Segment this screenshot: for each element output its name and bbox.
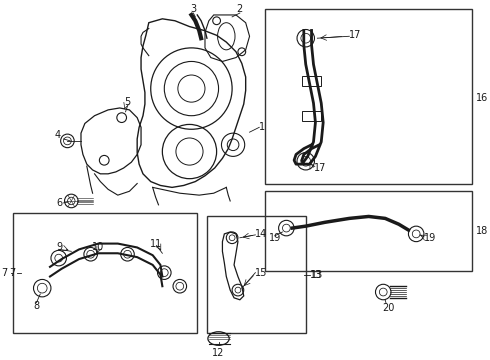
Text: 11: 11 bbox=[150, 239, 163, 249]
Text: 17: 17 bbox=[349, 30, 362, 40]
Text: 15: 15 bbox=[255, 267, 268, 278]
Text: 4: 4 bbox=[55, 130, 61, 140]
Bar bbox=[13, 213, 197, 333]
Text: 3: 3 bbox=[190, 4, 196, 14]
Bar bbox=[302, 111, 321, 121]
Bar bbox=[302, 76, 321, 86]
Text: 9: 9 bbox=[57, 243, 63, 252]
Text: 2: 2 bbox=[237, 4, 243, 14]
Text: 7: 7 bbox=[1, 267, 7, 278]
Text: 19: 19 bbox=[424, 233, 436, 243]
Text: 14: 14 bbox=[255, 229, 268, 239]
Text: 7: 7 bbox=[9, 267, 16, 278]
Text: 13: 13 bbox=[310, 270, 322, 280]
Text: 10: 10 bbox=[92, 243, 104, 252]
Text: 20: 20 bbox=[382, 302, 394, 312]
Text: 19: 19 bbox=[269, 233, 281, 243]
Bar bbox=[265, 191, 472, 271]
Text: 18: 18 bbox=[476, 226, 489, 236]
Bar bbox=[265, 9, 472, 184]
Text: 1: 1 bbox=[259, 122, 266, 132]
Text: 6: 6 bbox=[57, 198, 63, 208]
Text: 12: 12 bbox=[212, 348, 225, 358]
Text: 16: 16 bbox=[476, 93, 489, 103]
Text: 5: 5 bbox=[124, 97, 131, 107]
Text: 13: 13 bbox=[311, 270, 323, 280]
Bar bbox=[207, 216, 306, 333]
Text: 8: 8 bbox=[33, 301, 40, 311]
Text: 17: 17 bbox=[314, 163, 326, 173]
